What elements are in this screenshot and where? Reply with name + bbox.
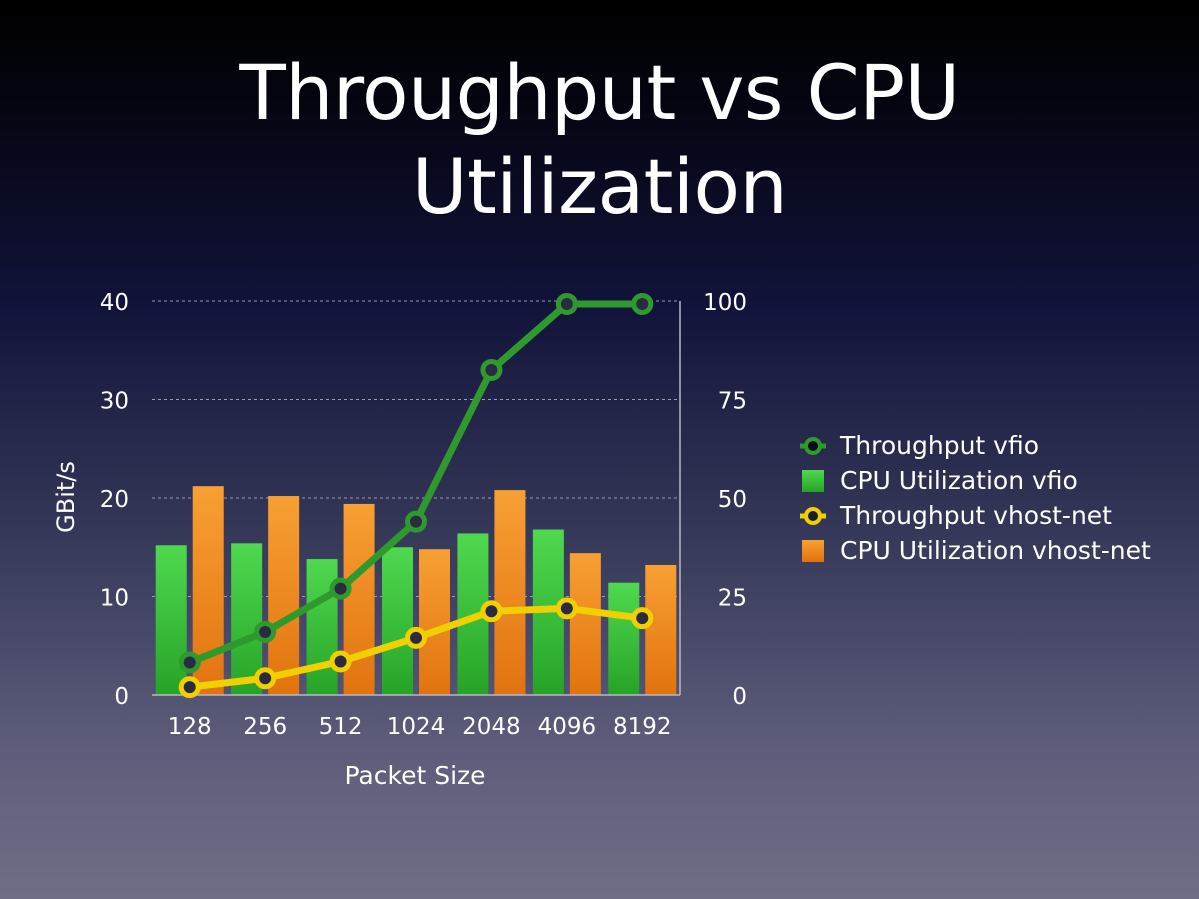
legend-item-throughput-vfio: Throughput vfio	[800, 428, 1190, 463]
x-tick-label: 128	[168, 714, 212, 740]
bar-cpu-vfio	[382, 547, 413, 695]
legend-label: CPU Utilization vfio	[840, 466, 1078, 495]
x-tick-label: 8192	[613, 714, 672, 740]
point-throughput-vhost-net	[405, 626, 427, 649]
y2-tick-label: 75	[718, 389, 747, 415]
bar-swatch-icon	[800, 538, 826, 564]
throughput-lines	[178, 292, 654, 699]
bar-swatch-icon	[800, 468, 826, 494]
y-tick-label: 10	[100, 586, 129, 612]
slide-title-line-2: Utilization	[411, 142, 788, 231]
point-throughput-vhost-net	[329, 650, 352, 673]
legend-item-cpu-vfio: CPU Utilization vfio	[800, 463, 1190, 498]
point-throughput-vfio	[631, 292, 654, 315]
line-marker-icon	[800, 433, 826, 459]
chart-legend: Throughput vfio CPU Utilization vfio Thr…	[800, 428, 1190, 568]
bars	[155, 486, 677, 695]
y2-tick-label: 100	[703, 290, 747, 316]
slide-title: Throughput vs CPU Utilization	[0, 46, 1199, 234]
y-tick-label: 40	[100, 290, 129, 316]
x-tick-label: 4096	[538, 714, 597, 740]
y2-tick-label: 25	[718, 586, 747, 612]
point-throughput-vfio	[405, 510, 427, 533]
y-axis-title: GBit/s	[52, 461, 80, 533]
legend-label: Throughput vfio	[840, 431, 1039, 460]
legend-label: Throughput vhost-net	[840, 501, 1112, 530]
legend-item-throughput-vhost-net: Throughput vhost-net	[800, 498, 1190, 533]
point-throughput-vfio	[254, 620, 277, 643]
legend-label: CPU Utilization vhost-net	[840, 536, 1151, 565]
point-throughput-vfio	[480, 358, 503, 381]
y-tick-label: 30	[100, 389, 129, 415]
slide-title-line-1: Throughput vs CPU	[239, 48, 960, 137]
line-marker-icon	[800, 503, 826, 529]
legend-item-cpu-vhost-net: CPU Utilization vhost-net	[800, 533, 1190, 568]
bar-cpu-vfio	[155, 545, 187, 695]
y-tick-label: 0	[114, 684, 129, 710]
x-tick-label: 512	[319, 714, 363, 740]
point-throughput-vhost-net	[480, 600, 503, 623]
point-throughput-vhost-net	[254, 667, 277, 690]
point-throughput-vhost-net	[555, 597, 578, 620]
x-tick-label: 256	[243, 714, 287, 740]
y-tick-label: 20	[100, 487, 129, 513]
point-throughput-vhost-net	[631, 607, 654, 630]
x-tick-label: 2048	[462, 714, 521, 740]
bar-cpu-vhost-net	[645, 564, 677, 695]
point-throughput-vhost-net	[178, 676, 201, 699]
bar-cpu-vfio	[608, 582, 640, 695]
point-throughput-vfio	[555, 292, 578, 315]
bar-cpu-vhost-net	[419, 549, 450, 695]
x-tick-label: 1024	[387, 714, 446, 740]
axes	[152, 301, 681, 696]
bar-cpu-vhost-net	[268, 496, 300, 695]
bar-cpu-vhost-net	[494, 490, 526, 695]
y2-tick-label: 50	[718, 487, 747, 513]
bar-cpu-vfio	[231, 543, 263, 695]
point-throughput-vfio	[178, 651, 201, 674]
bar-cpu-vfio	[306, 559, 338, 695]
axis-labels: Packet Size GBit/s 0 0 10 25 20 50 30 75 40 100 12…	[52, 290, 747, 790]
point-throughput-vfio	[329, 577, 352, 600]
y2-tick-label: 0	[732, 684, 747, 710]
bar-cpu-vhost-net	[569, 553, 601, 695]
x-axis-title: Packet Size	[344, 761, 485, 790]
